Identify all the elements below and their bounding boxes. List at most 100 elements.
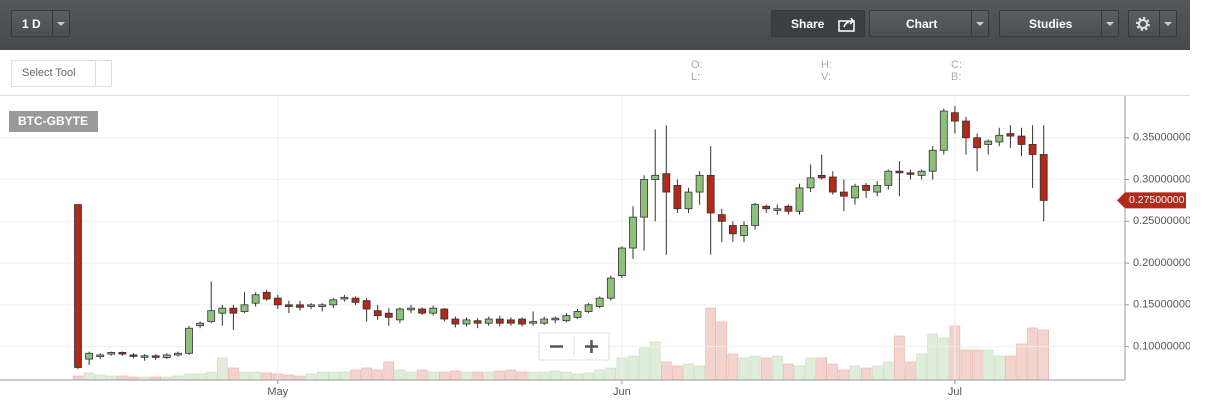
candle-body (229, 307, 238, 314)
chart: 0.10000000 0.15000000 0.20000000 0.25000000… (0, 96, 1190, 398)
candle-body (673, 184, 682, 210)
volume-bar (83, 372, 95, 381)
zoom-in[interactable] (585, 340, 598, 353)
candle-body (1028, 144, 1037, 155)
y-tick-label: 0.30000000 (1133, 173, 1190, 185)
volume-bar (938, 337, 950, 381)
candle-body (518, 318, 526, 325)
candle-body (606, 277, 615, 299)
volume-bar (427, 371, 439, 381)
candle-body (440, 308, 449, 320)
interval-label: 1 D (22, 17, 41, 31)
volume-bar (805, 357, 816, 381)
volume-bar (483, 371, 495, 381)
y-tick-label: 0.10000000 (1133, 340, 1190, 352)
y-tick-label: 0.35000000 (1133, 132, 1190, 144)
volume-bar (849, 365, 861, 381)
candle-body (262, 291, 271, 300)
volume-bar (894, 335, 905, 381)
volume-bar (305, 373, 317, 381)
volume-bar (960, 349, 972, 381)
volume-bar (827, 363, 839, 381)
select-tool[interactable]: Select Tool (11, 60, 112, 87)
volume-bar (372, 369, 384, 381)
volume-bar (450, 370, 461, 381)
volume-bar (416, 369, 428, 381)
volume-bar (594, 369, 606, 381)
volume-bar (771, 355, 783, 381)
studies-button[interactable]: Studies (999, 10, 1119, 37)
candle-body (529, 321, 537, 324)
volume-bar (205, 371, 217, 381)
chart-label: Chart (906, 17, 938, 31)
volume-bar (316, 371, 328, 381)
close-label: C: (951, 59, 962, 71)
volume-bar (649, 341, 661, 381)
candle-body (129, 354, 138, 357)
candle-body (640, 179, 648, 218)
candle-body (862, 184, 870, 191)
candle-body (162, 354, 171, 358)
volume-bar (538, 371, 550, 381)
volume-bar (927, 333, 939, 381)
candle-body (851, 185, 859, 199)
candle-body (418, 308, 427, 314)
open-label: O: (691, 59, 703, 71)
candle-body (651, 174, 660, 180)
candle-body (307, 304, 316, 307)
volume-bar (394, 369, 406, 381)
volume-bar (683, 363, 694, 381)
candle-body (118, 352, 127, 355)
candle-body (1006, 133, 1015, 137)
candle-body (962, 120, 970, 139)
settings-button[interactable] (1128, 10, 1177, 37)
volume-bar (549, 370, 561, 381)
volume-bar (816, 357, 828, 381)
volume-bar (505, 369, 517, 381)
volume-bar (228, 367, 239, 381)
candle-body (140, 355, 149, 358)
candle-body (484, 318, 493, 324)
candle-body (828, 176, 837, 193)
volume-bar (461, 371, 472, 381)
x-tick-label: Jul (948, 386, 962, 398)
bid-label: B: (951, 71, 962, 83)
candle-body (1039, 154, 1048, 201)
candle-body (506, 319, 515, 324)
candle-body (196, 322, 205, 327)
candle-body (729, 225, 737, 235)
candle-body (662, 173, 671, 193)
candle-body (395, 308, 404, 321)
volume-bar (261, 372, 273, 381)
candle-body (706, 174, 715, 214)
studies-label: Studies (1029, 17, 1073, 31)
volume-bar (705, 307, 717, 381)
last-price-tag (1117, 192, 1186, 209)
share-button[interactable]: Share (771, 10, 865, 37)
candle-body (1017, 135, 1026, 145)
candle-body (573, 311, 582, 318)
candle-body (984, 140, 993, 145)
candle-body (840, 191, 848, 197)
volume-bar (1038, 329, 1049, 381)
candle-body (473, 320, 482, 324)
candle-body (284, 304, 293, 307)
volume-bar (783, 363, 794, 381)
volume-bar (472, 371, 483, 381)
volume-bar (871, 365, 883, 381)
volume-bar (694, 365, 705, 381)
volume-bar (1005, 355, 1016, 381)
candle-body (96, 354, 105, 358)
top-toolbar: 1 D Share Chart Studies (0, 0, 1190, 50)
chart-button[interactable]: Chart (869, 10, 989, 37)
volume-bar (838, 369, 850, 381)
candle-body (773, 208, 782, 211)
candle-body (329, 299, 338, 306)
interval-button[interactable]: 1 D (11, 10, 70, 37)
sub-toolbar: Select Tool O: L: H: V: C: B: (0, 50, 1190, 96)
candle-body (207, 310, 216, 322)
volume-bar (438, 371, 450, 381)
candle-body (218, 307, 227, 314)
volume-bar (916, 353, 927, 381)
